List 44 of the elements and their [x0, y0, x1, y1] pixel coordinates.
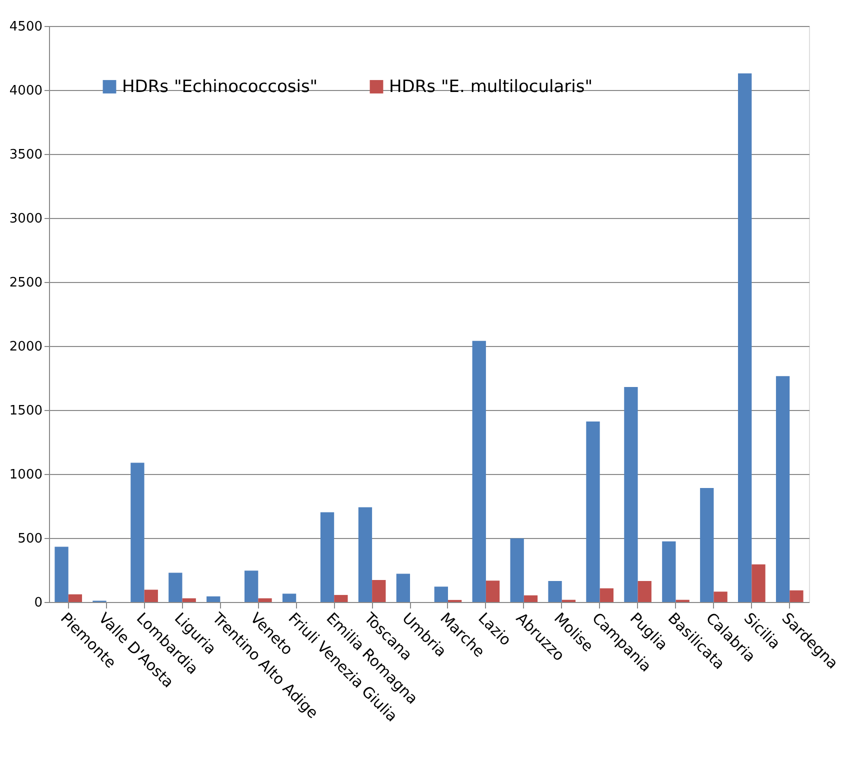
bar — [168, 572, 182, 602]
bar — [434, 586, 448, 602]
y-tick-label: 1000 — [9, 468, 42, 482]
bar — [600, 588, 614, 602]
bar — [776, 376, 790, 602]
bar — [182, 598, 196, 602]
y-tick-label: 1500 — [9, 404, 42, 418]
bar — [738, 73, 752, 602]
bar — [714, 592, 728, 602]
bar — [510, 538, 524, 602]
y-tick-label: 3500 — [9, 148, 42, 162]
y-tick-label: 500 — [18, 532, 42, 546]
bar — [486, 580, 500, 602]
bar — [752, 564, 766, 602]
y-tick-label: 4500 — [9, 20, 42, 34]
legend-label: HDRs "Echinococcosis" — [122, 76, 318, 97]
bar — [372, 580, 386, 602]
y-tick-label: 3000 — [9, 212, 42, 226]
y-tick-label: 2500 — [9, 276, 42, 290]
bar — [548, 581, 562, 602]
bar — [624, 386, 638, 602]
bar — [334, 594, 348, 602]
bar — [638, 581, 652, 602]
bar — [472, 340, 486, 602]
bar — [586, 422, 600, 602]
bar — [144, 590, 158, 602]
bar — [396, 574, 410, 602]
bar — [258, 598, 272, 602]
bar — [54, 546, 68, 602]
y-tick-label: 0 — [34, 596, 42, 610]
bar — [130, 462, 144, 602]
legend-label: HDRs "E. multilocularis" — [389, 76, 593, 97]
bar — [662, 541, 676, 602]
bar — [700, 488, 714, 602]
bar — [320, 512, 334, 602]
bar — [358, 507, 372, 602]
bar — [524, 595, 538, 602]
y-tick-label: 4000 — [9, 84, 42, 98]
bar — [244, 570, 258, 602]
y-tick-label: 2000 — [9, 340, 42, 354]
bar — [68, 594, 82, 602]
bar — [282, 594, 296, 602]
bar — [206, 596, 220, 602]
bar — [790, 590, 804, 602]
